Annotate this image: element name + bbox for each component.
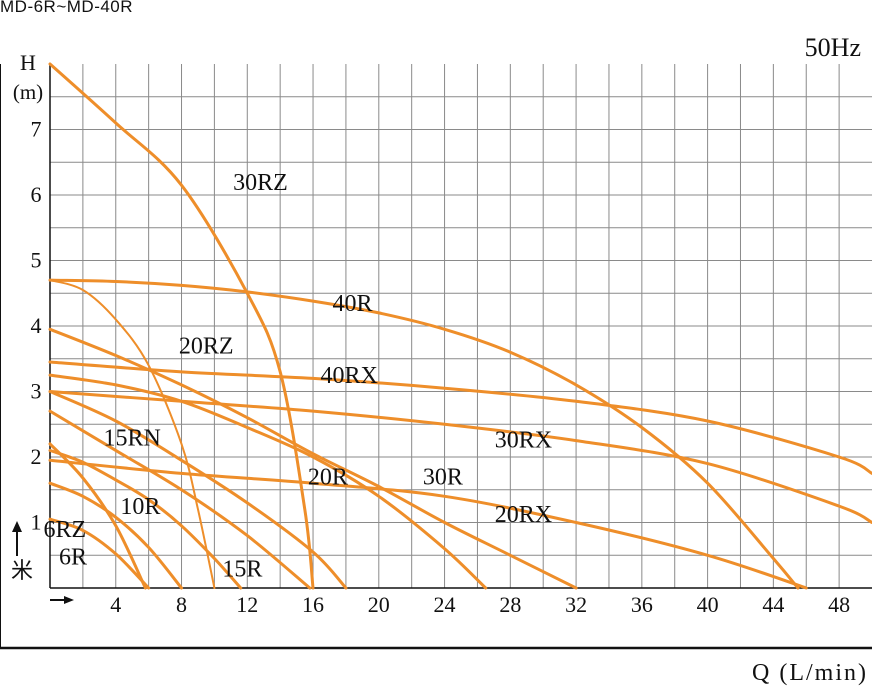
chart-grid: [50, 64, 872, 588]
x-tick-label: 28: [499, 592, 521, 617]
chart-model-title: MD-6R~MD-40R: [0, 0, 134, 16]
y-side-label: 米: [11, 558, 33, 583]
y-tick-label: 5: [31, 248, 42, 273]
curve-10r: [48, 481, 183, 590]
y-axis-unit: (m): [13, 80, 43, 104]
curve-20r: [48, 390, 348, 590]
curve-label: 6R: [59, 545, 87, 571]
curve-30r: [48, 373, 488, 590]
x-tick-label: 36: [631, 592, 653, 617]
x-tick-label: 12: [236, 592, 258, 617]
chart-frame: [0, 64, 872, 650]
curve-label: 10R: [120, 494, 160, 520]
curve-6r: [48, 517, 151, 590]
curve-label: 20RZ: [179, 334, 234, 360]
y-axis-arrow-icon: [12, 521, 22, 556]
curve-40rx: [48, 390, 872, 524]
y-tick-label: 1: [31, 510, 42, 535]
curve-30rx: [48, 360, 872, 475]
x-tick-label: 24: [434, 592, 456, 617]
x-tick-label: 32: [565, 592, 587, 617]
curve-label: 30R: [423, 465, 463, 491]
x-tick-label: 4: [110, 592, 121, 617]
y-tick-label: 4: [31, 313, 42, 338]
curve-label: 40R: [332, 291, 372, 317]
frequency-label: 50Hz: [805, 33, 861, 62]
y-tick-label: 7: [31, 117, 42, 142]
y-tick-label: 2: [31, 444, 42, 469]
x-tick-label: 48: [828, 592, 850, 617]
y-tick-labels: 1 2 3 4 5 6 7: [31, 117, 42, 535]
curve-label: 20RX: [495, 502, 552, 528]
curve-labels: 30RZ 40R 20RZ 40RX 15RN 30RX 20R 30R 20RX 10R 6RZ6…: [43, 170, 552, 582]
curve-6rz: [48, 442, 147, 590]
x-axis-label: Q (L/min): [752, 660, 868, 686]
x-tick-labels: 4 8 12 16 20 24 28 32 36 40 44 48: [110, 592, 850, 617]
curve-unlabeled: [48, 327, 578, 590]
x-axis-arrow-icon: [50, 596, 74, 604]
x-tick-label: 40: [697, 592, 719, 617]
y-axis-label: H: [20, 50, 36, 75]
x-tick-label: 20: [368, 592, 390, 617]
curve-20rx: [48, 458, 808, 590]
x-tick-label: 8: [176, 592, 187, 617]
curve-label: 20R: [308, 465, 348, 491]
chart-curves: [48, 62, 872, 590]
curve-label: 6RZ: [43, 517, 86, 543]
curve-label: 15RN: [104, 425, 161, 451]
curve-15rn: [48, 409, 312, 590]
curve-label: 30RZ: [233, 170, 288, 196]
y-tick-label: 6: [31, 182, 42, 207]
x-tick-label: 44: [762, 592, 784, 617]
curve-label: 15R: [222, 556, 262, 582]
x-tick-label: 16: [302, 592, 324, 617]
curve-40r: [48, 278, 800, 590]
curve-label: 30RX: [495, 427, 552, 453]
y-tick-label: 3: [31, 379, 42, 404]
curve-label: 40RX: [321, 363, 378, 389]
